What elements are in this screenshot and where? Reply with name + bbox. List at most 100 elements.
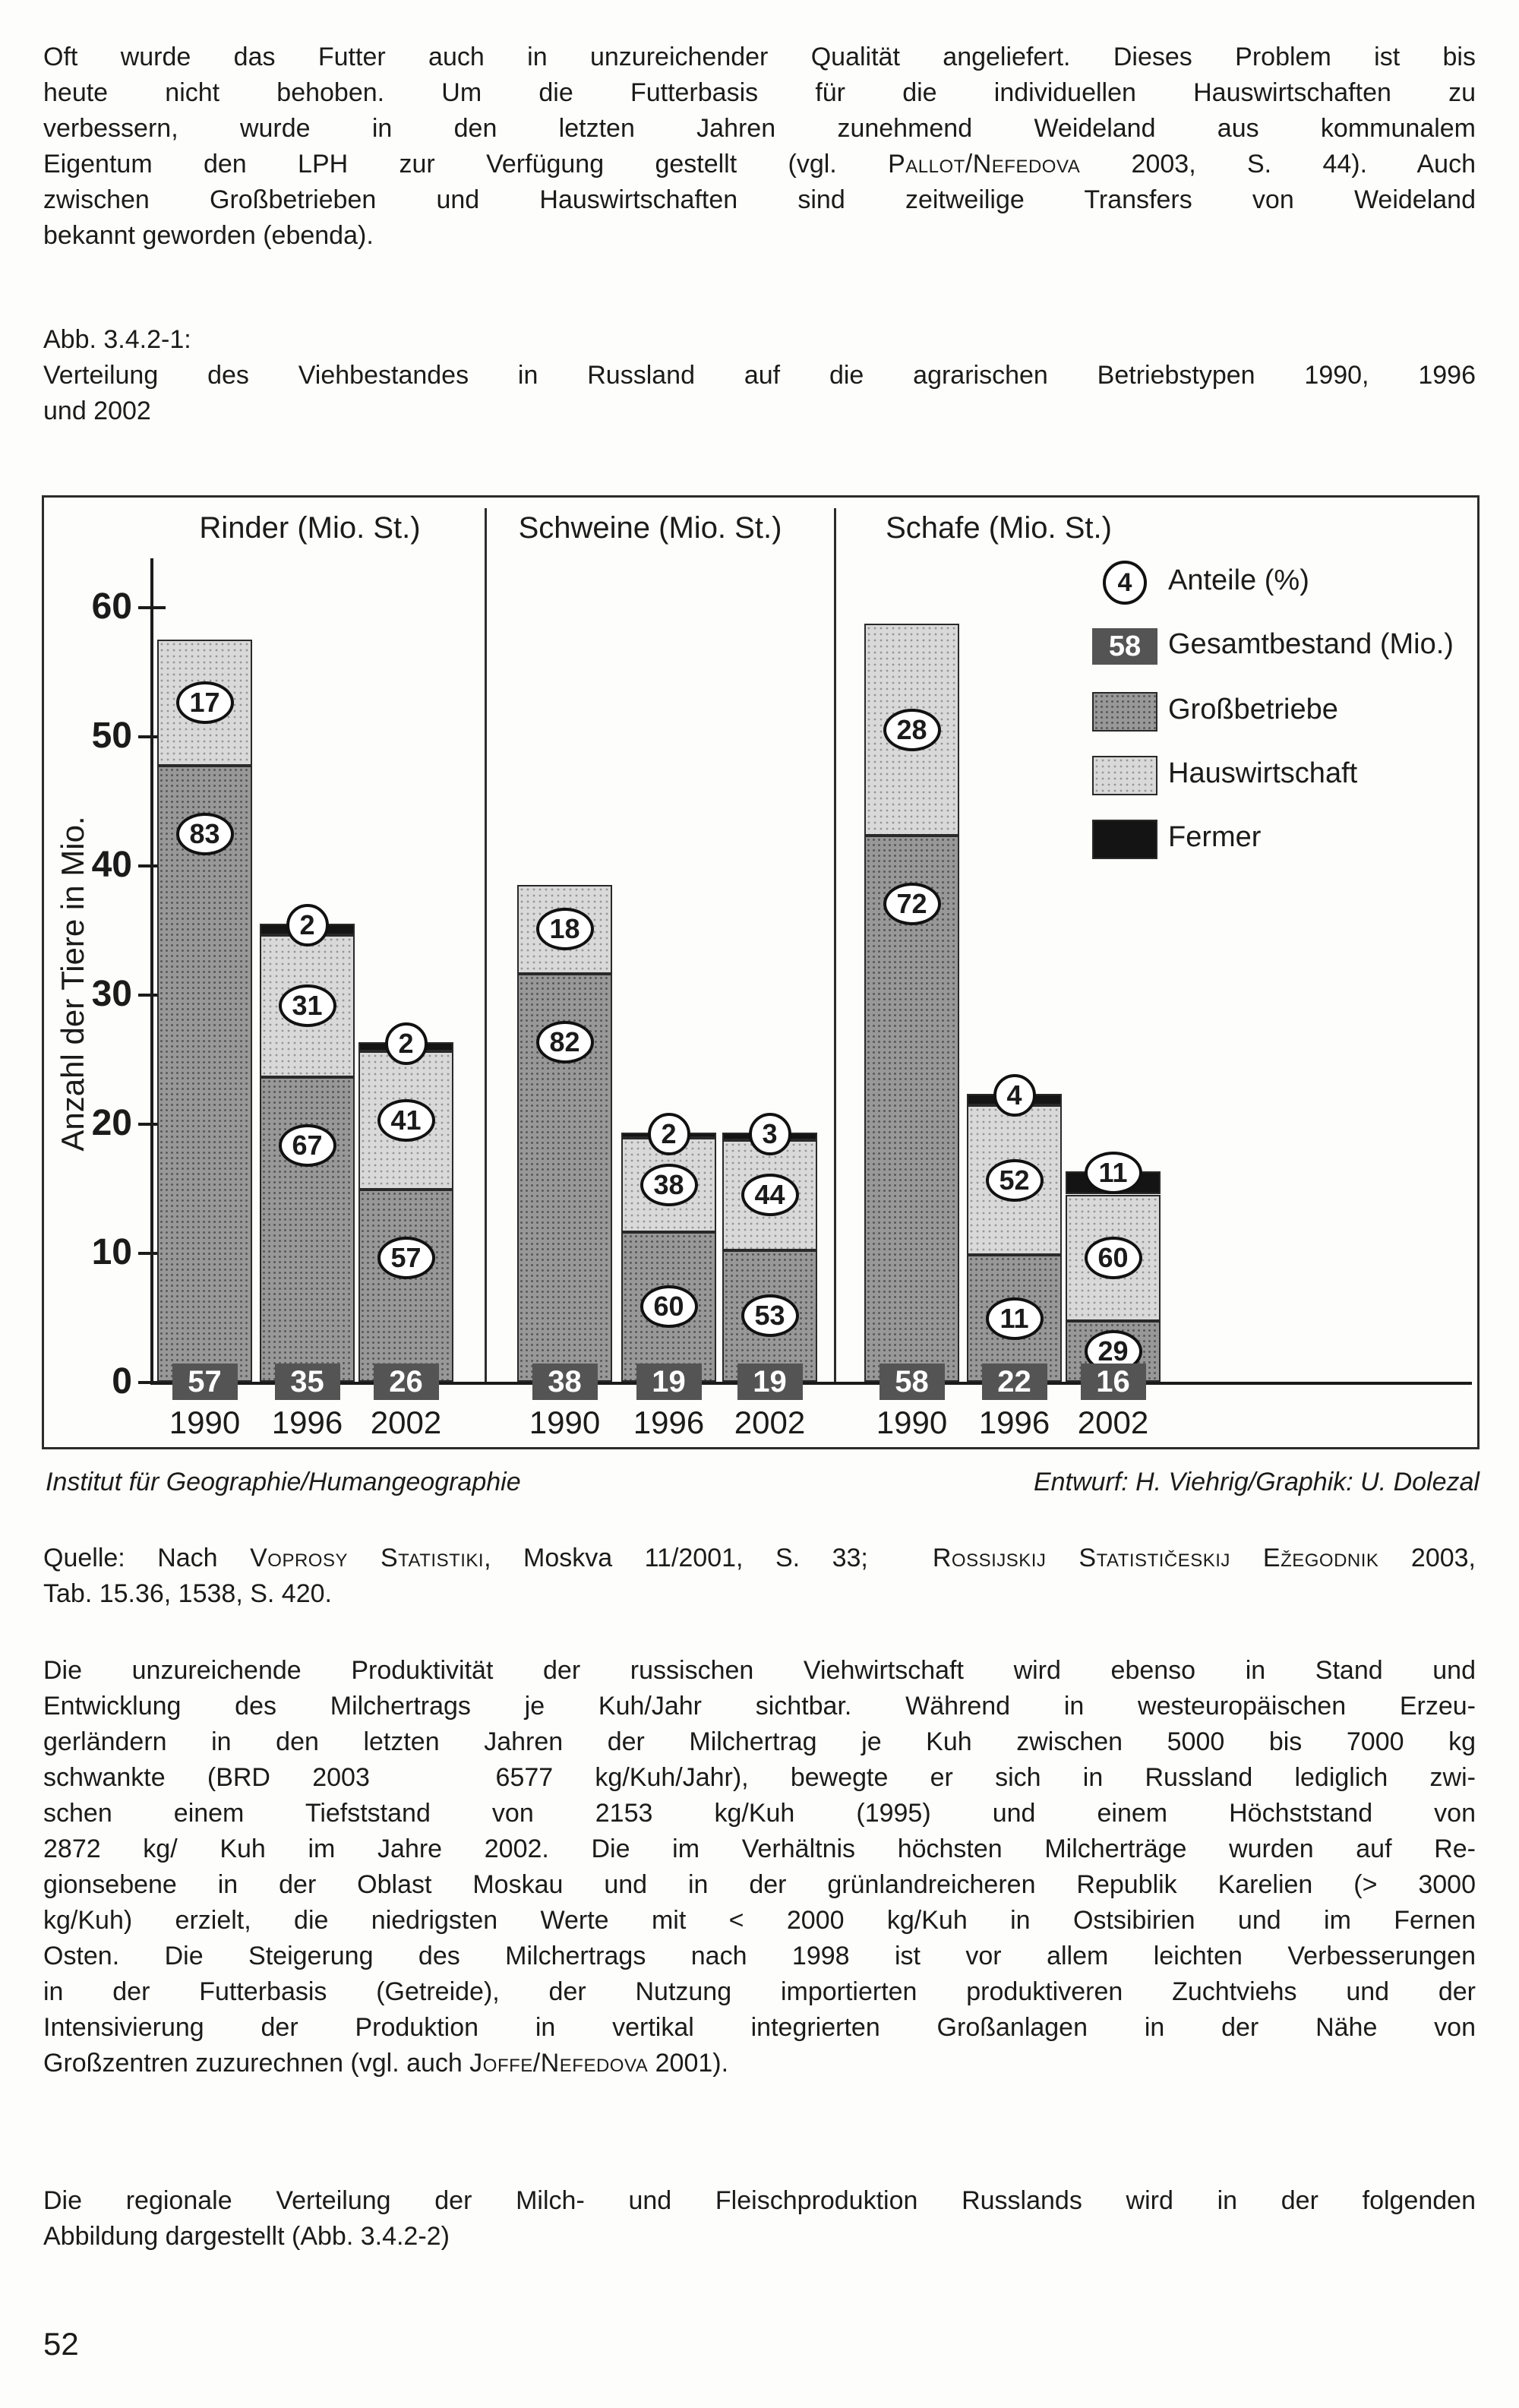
year-label: 2002 xyxy=(734,1405,806,1440)
text-run: Entwicklung des Milchertrags je Kuh/Jahr… xyxy=(43,1692,1476,1721)
pct-badge: 83 xyxy=(175,813,234,856)
pct-badge: 67 xyxy=(278,1123,336,1167)
pct-badge: 57 xyxy=(377,1236,435,1279)
text-run: Osten. Die Steigerung des Milchertrags n… xyxy=(43,1942,1476,1970)
text-run: und 2002 xyxy=(43,397,151,425)
text-line: Quelle: Nach Voprosy Statistiki, Moskva … xyxy=(43,1541,1476,1576)
year-label: 2002 xyxy=(1077,1405,1149,1440)
figure-caption: Abb. 3.4.2-1: Verteilung des Viehbestande… xyxy=(43,322,1476,429)
text-line: Abbildung dargestellt (Abb. 3.4.2-2) xyxy=(43,2219,1476,2255)
legend-swatch-fermer xyxy=(1092,820,1157,859)
designer-note: Entwurf: H. Viehrig/Graphik: U. Dolezal xyxy=(1033,1468,1480,1496)
y-tick xyxy=(138,1123,166,1126)
text-run: Oft wurde das Futter auch in unzureichen… xyxy=(43,43,1476,71)
paragraph-intro: Oft wurde das Futter auch in unzureichen… xyxy=(43,40,1476,254)
pct-badge: 53 xyxy=(741,1294,799,1338)
legend-label: Anteile (%) xyxy=(1168,564,1309,596)
text-line: schwankte (BRD 2003 6577 kg/Kuh/Jahr), b… xyxy=(43,1760,1476,1796)
text-run: Großzentren zuzurechnen (vgl. auch xyxy=(43,2049,470,2078)
text-run: kg/Kuh) erzielt, die niedrigsten Werte m… xyxy=(43,1906,1476,1935)
legend-total-marker: 58 xyxy=(1092,628,1157,665)
text-run: Die regionale Verteilung der Milch- und … xyxy=(43,2186,1476,2215)
pct-badge: 2 xyxy=(286,904,329,947)
y-tick-label: 60 xyxy=(91,586,132,627)
pct-badge: 3 xyxy=(748,1113,791,1156)
text-line: Die unzureichende Produktivität der russ… xyxy=(43,1653,1476,1689)
bar-segment-haus xyxy=(967,1105,1062,1256)
bar-segment-gross xyxy=(260,1076,355,1382)
y-tick-label: 30 xyxy=(91,974,132,1014)
text-run: Intensivierung der Produktion in vertika… xyxy=(43,2013,1476,2042)
text-run: 2872 kg/ Kuh im Jahre 2002. Die im Verhä… xyxy=(43,1834,1476,1863)
paragraph-milk: Die unzureichende Produktivität der russ… xyxy=(43,1653,1476,2081)
year-label: 1990 xyxy=(876,1405,948,1440)
text-line: gerländern in den letzten Jahren der Mil… xyxy=(43,1724,1476,1760)
text-line: Oft wurde das Futter auch in unzureichen… xyxy=(43,40,1476,75)
text-line: Osten. Die Steigerung des Milchertrags n… xyxy=(43,1939,1476,1974)
total-badge: 26 xyxy=(373,1364,439,1400)
pct-badge: 18 xyxy=(535,908,594,951)
pct-badge: 52 xyxy=(985,1158,1044,1202)
panel-title: Schafe (Mio. St.) xyxy=(886,511,1112,545)
y-tick xyxy=(138,735,166,738)
y-tick xyxy=(138,864,166,867)
y-tick xyxy=(138,606,166,609)
text-run: bekannt geworden (ebenda). xyxy=(43,221,374,250)
text-run: Quelle: Nach xyxy=(43,1544,251,1572)
text-run: 2003, S. 44). Auch xyxy=(1080,150,1476,179)
legend-label: Großbetriebe xyxy=(1168,694,1338,725)
pct-badge: 2 xyxy=(647,1113,690,1156)
text-run: 2003, xyxy=(1378,1544,1476,1572)
text-run: Abbildung dargestellt (Abb. 3.4.2-2) xyxy=(43,2222,450,2251)
text-run: schwankte (BRD 2003 6577 kg/Kuh/Jahr), b… xyxy=(43,1763,1476,1792)
year-label: 1996 xyxy=(271,1405,343,1440)
panel-divider xyxy=(485,508,487,1382)
total-badge: 19 xyxy=(636,1364,702,1400)
text-run: Voprosy Statistiki xyxy=(250,1544,485,1572)
panel-title: Schweine (Mio. St.) xyxy=(518,511,782,545)
text-run: heute nicht behoben. Um die Futterbasis … xyxy=(43,78,1476,107)
legend-swatch-haus xyxy=(1092,756,1157,795)
pct-badge: 82 xyxy=(535,1020,594,1063)
panel-divider xyxy=(834,508,836,1382)
bar-segment-gross xyxy=(517,973,612,1382)
total-badge: 16 xyxy=(1080,1364,1146,1400)
text-run: Tab. 15.36, 1538, S. 420. xyxy=(43,1579,332,1608)
year-label: 1996 xyxy=(978,1405,1050,1440)
total-badge: 22 xyxy=(981,1364,1047,1400)
text-line: Eigentum den LPH zur Verfügung gestellt … xyxy=(43,147,1476,182)
text-run: , Moskva 11/2001, S. 33; xyxy=(484,1544,933,1572)
legend-label: Fermer xyxy=(1168,821,1262,853)
y-tick-label: 10 xyxy=(91,1232,132,1272)
text-line: kg/Kuh) erzielt, die niedrigsten Werte m… xyxy=(43,1903,1476,1939)
legend-label: Hauswirtschaft xyxy=(1168,757,1358,789)
text-line: heute nicht behoben. Um die Futterbasis … xyxy=(43,75,1476,111)
pct-badge: 72 xyxy=(883,883,941,925)
total-badge: 58 xyxy=(879,1364,945,1400)
institute-note: Institut für Geographie/Humangeographie xyxy=(46,1468,521,1496)
chart-figure: Anzahl der Tiere in Mio. Rinder (Mio. St… xyxy=(42,495,1480,1449)
text-run: Joffe/Nefedova xyxy=(469,2049,649,2078)
pct-badge: 41 xyxy=(377,1098,435,1142)
y-tick xyxy=(138,994,166,997)
x-axis-line xyxy=(150,1382,1472,1385)
y-tick xyxy=(138,1381,166,1384)
total-badge: 35 xyxy=(274,1364,340,1400)
pct-badge: 4 xyxy=(993,1074,1036,1117)
text-line: Großzentren zuzurechnen (vgl. auch Joffe… xyxy=(43,2046,1476,2081)
paragraph-outlook: Die regionale Verteilung der Milch- und … xyxy=(43,2183,1476,2255)
text-line: Intensivierung der Produktion in vertika… xyxy=(43,2010,1476,2046)
text-run: Verteilung des Viehbestandes in Russland… xyxy=(43,361,1476,390)
text-run: gionsebene in der Oblast Moskau und in d… xyxy=(43,1870,1476,1899)
text-run: verbessern, wurde in den letzten Jahren … xyxy=(43,114,1476,143)
text-run: zwischen Großbetrieben und Hauswirtschaf… xyxy=(43,185,1476,214)
year-label: 1990 xyxy=(169,1405,241,1440)
source-note: Quelle: Nach Voprosy Statistiki, Moskva … xyxy=(43,1541,1476,1612)
pct-badge: 28 xyxy=(883,708,941,751)
y-axis-line xyxy=(150,558,153,1382)
text-run: 2001). xyxy=(648,2049,729,2078)
pct-badge: 60 xyxy=(1084,1236,1142,1279)
text-run: gerländern in den letzten Jahren der Mil… xyxy=(43,1727,1476,1756)
year-label: 2002 xyxy=(370,1405,442,1440)
total-badge: 57 xyxy=(172,1364,238,1400)
